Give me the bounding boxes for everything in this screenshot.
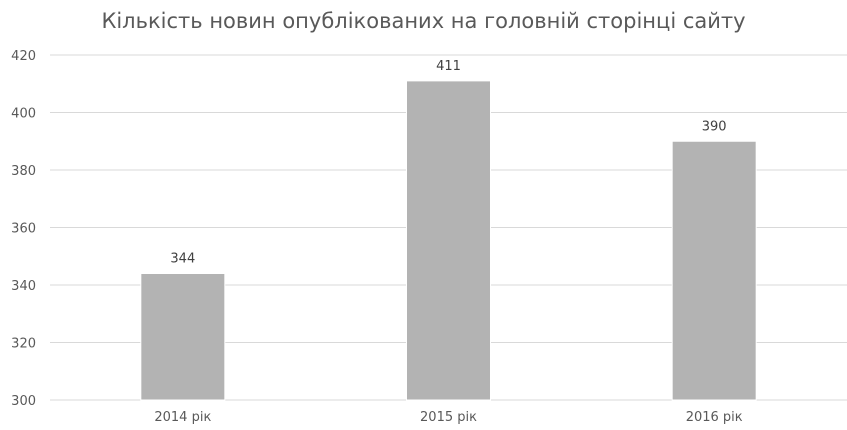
y-tick-label: 320 — [11, 337, 36, 352]
data-label: 411 — [436, 59, 461, 74]
data-label: 344 — [170, 252, 195, 267]
y-axis: 300 320 340 360 380 400 420 — [11, 49, 36, 409]
y-tick-label: 400 — [11, 107, 36, 122]
y-tick-label: 420 — [11, 49, 36, 64]
x-category-label: 2014 рік — [154, 410, 211, 425]
data-label: 390 — [702, 119, 727, 134]
y-tick-label: 340 — [11, 279, 36, 294]
y-tick-label: 360 — [11, 222, 36, 237]
x-category-label: 2015 рік — [420, 410, 477, 425]
x-category-label: 2016 рік — [686, 410, 743, 425]
chart-title: Кількість новин опублікованих на головні… — [101, 9, 745, 33]
data-labels: 344 411 390 — [170, 59, 726, 267]
y-tick-label: 380 — [11, 164, 36, 179]
bar-2 — [406, 80, 491, 401]
x-axis: 2014 рік 2015 рік 2016 рік — [154, 410, 742, 425]
bar-3 — [671, 140, 757, 401]
y-tick-label: 300 — [11, 394, 36, 409]
bars — [140, 80, 757, 401]
bar-1 — [140, 273, 226, 401]
